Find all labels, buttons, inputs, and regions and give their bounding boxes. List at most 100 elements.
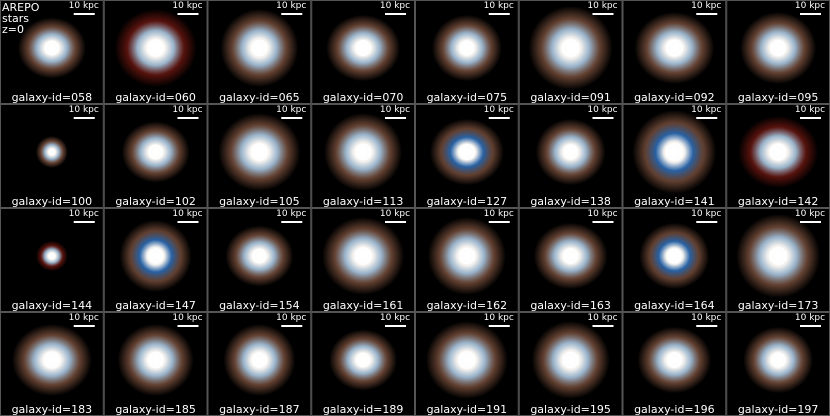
scale-bar-label: 10 kpc (691, 209, 721, 219)
galaxy-core (665, 39, 684, 57)
scale-bar-label: 10 kpc (172, 105, 202, 115)
galaxy-label: galaxy-id=147 (115, 299, 196, 312)
scale-bar-label: 10 kpc (587, 105, 617, 115)
galaxy-label: galaxy-id=187 (219, 403, 300, 416)
galaxy-label: galaxy-id=141 (634, 195, 715, 208)
galaxy-label: galaxy-id=195 (530, 403, 611, 416)
galaxy-core (457, 350, 476, 370)
galaxy-label: galaxy-id=070 (323, 91, 404, 104)
galaxy-core (458, 143, 476, 161)
galaxy-core (355, 352, 371, 368)
galaxy-label: galaxy-id=095 (738, 91, 819, 104)
annotation: AREPO (2, 1, 40, 14)
galaxy-core (562, 351, 580, 369)
galaxy-core (666, 351, 683, 369)
galaxy-label: galaxy-id=144 (12, 299, 93, 312)
galaxy-core (561, 38, 580, 58)
galaxy-core (666, 248, 683, 264)
galaxy-core (146, 38, 165, 58)
scale-bar-label: 10 kpc (484, 313, 514, 323)
scale-bar-label: 10 kpc (276, 1, 306, 11)
scale-bar-label: 10 kpc (484, 209, 514, 219)
scale-bar-label: 10 kpc (380, 105, 410, 115)
galaxy-label: galaxy-id=127 (427, 195, 508, 208)
scale-bar-label: 10 kpc (172, 313, 202, 323)
annotation: stars (2, 12, 29, 25)
galaxy-label: galaxy-id=142 (738, 195, 819, 208)
galaxy-core (48, 148, 56, 156)
galaxy-core (44, 40, 60, 56)
galaxy-core (250, 142, 269, 162)
galaxy-label: galaxy-id=105 (219, 195, 300, 208)
scale-bar-label: 10 kpc (691, 1, 721, 11)
scale-bar-label: 10 kpc (691, 105, 721, 115)
scale-bar-label: 10 kpc (380, 1, 410, 11)
scale-bar-label: 10 kpc (69, 105, 99, 115)
galaxy-label: galaxy-id=183 (12, 403, 93, 416)
scale-bar-label: 10 kpc (69, 313, 99, 323)
galaxy-core (354, 143, 372, 161)
galaxy-label: galaxy-id=092 (634, 91, 715, 104)
galaxy-core (43, 351, 61, 369)
galaxy-core (251, 248, 267, 264)
galaxy-core (459, 40, 475, 56)
galaxy-label: galaxy-id=113 (323, 195, 404, 208)
galaxy-label: galaxy-id=164 (634, 299, 715, 312)
galaxy-core (768, 246, 788, 266)
scale-bar-label: 10 kpc (172, 1, 202, 11)
galaxy-core (770, 352, 786, 368)
scale-bar-label: 10 kpc (795, 105, 825, 115)
galaxy-core (354, 39, 372, 57)
galaxy-label: galaxy-id=196 (634, 403, 715, 416)
scale-bar-label: 10 kpc (587, 1, 617, 11)
galaxy-core (458, 247, 476, 265)
galaxy-core (769, 143, 787, 161)
scale-bar-label: 10 kpc (276, 105, 306, 115)
galaxy-label: galaxy-id=163 (530, 299, 611, 312)
scale-bar-label: 10 kpc (691, 313, 721, 323)
galaxy-core (250, 39, 268, 57)
scale-bar-label: 10 kpc (380, 209, 410, 219)
scale-bar-label: 10 kpc (587, 209, 617, 219)
galaxy-label: galaxy-id=173 (738, 299, 819, 312)
galaxy-core (251, 352, 268, 368)
galaxy-core (147, 351, 164, 369)
scale-bar-label: 10 kpc (484, 105, 514, 115)
galaxy-label: galaxy-id=154 (219, 299, 300, 312)
galaxy-core (147, 248, 164, 264)
scale-bar-label: 10 kpc (69, 209, 99, 219)
galaxy-label: galaxy-id=102 (115, 195, 196, 208)
scale-bar-label: 10 kpc (795, 209, 825, 219)
scale-bar-label: 10 kpc (69, 1, 99, 11)
annotation: z=0 (2, 23, 24, 36)
galaxy-core (562, 247, 579, 265)
galaxy-label: galaxy-id=058 (12, 91, 93, 104)
scale-bar-label: 10 kpc (276, 313, 306, 323)
scale-bar-label: 10 kpc (276, 209, 306, 219)
galaxy-label: galaxy-id=185 (115, 403, 196, 416)
scale-bar-label: 10 kpc (795, 1, 825, 11)
scale-bar-label: 10 kpc (172, 209, 202, 219)
galaxy-label: galaxy-id=091 (530, 91, 611, 104)
scale-bar-label: 10 kpc (795, 313, 825, 323)
galaxy-label: galaxy-id=191 (427, 403, 508, 416)
galaxy-label: galaxy-id=162 (427, 299, 508, 312)
galaxy-label: galaxy-id=197 (738, 403, 819, 416)
galaxy-core (48, 252, 56, 260)
galaxy-label: galaxy-id=161 (323, 299, 404, 312)
galaxy-label: galaxy-id=060 (115, 91, 196, 104)
galaxy-core (562, 144, 579, 160)
galaxy-label: galaxy-id=100 (12, 195, 93, 208)
galaxy-label: galaxy-id=065 (219, 91, 300, 104)
galaxy-label: galaxy-id=189 (323, 403, 404, 416)
galaxy-core (148, 144, 164, 160)
galaxy-core (354, 246, 373, 266)
galaxy-core (665, 142, 684, 162)
galaxy-label: galaxy-id=138 (530, 195, 611, 208)
scale-bar-label: 10 kpc (484, 1, 514, 11)
scale-bar-label: 10 kpc (380, 313, 410, 323)
scale-bar-label: 10 kpc (587, 313, 617, 323)
galaxy-label: galaxy-id=075 (427, 91, 508, 104)
